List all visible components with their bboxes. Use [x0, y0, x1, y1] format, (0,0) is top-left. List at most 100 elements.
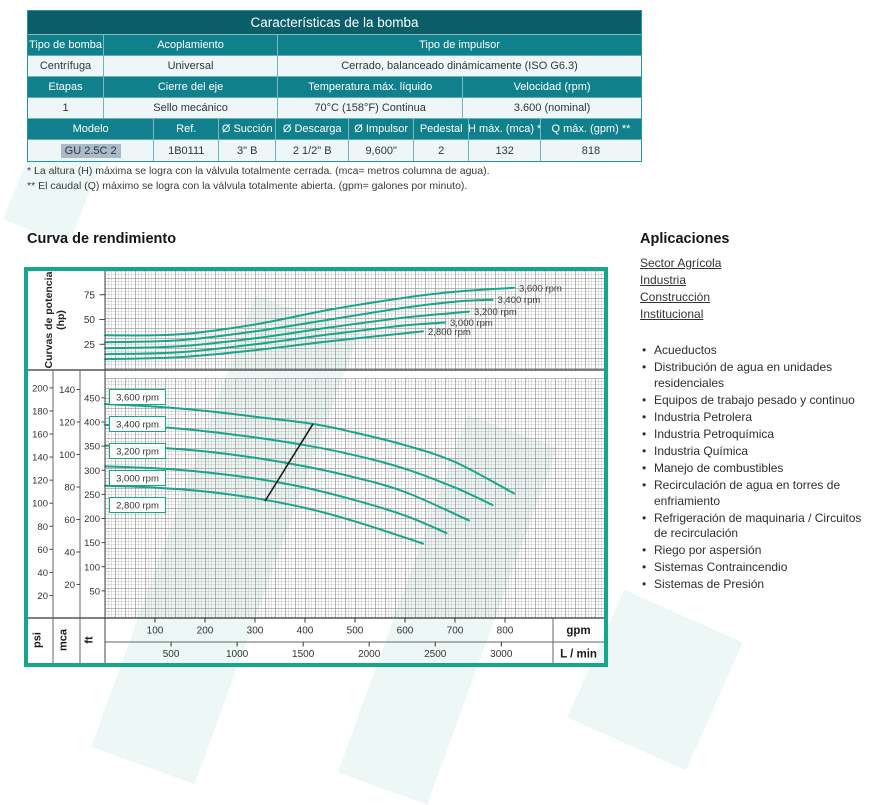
link-institucional[interactable]: Institucional	[640, 307, 704, 321]
value-row-1: Centrífuga Universal Cerrado, balanceado…	[28, 56, 641, 77]
svg-text:200: 200	[32, 383, 48, 394]
svg-text:800: 800	[497, 626, 514, 637]
svg-text:160: 160	[32, 430, 48, 441]
svg-text:3,400 rpm: 3,400 rpm	[498, 295, 541, 306]
performance-curve-title: Curva de rendimiento	[27, 231, 177, 247]
header-cell: Ref.	[154, 119, 220, 140]
svg-text:2500: 2500	[424, 649, 447, 660]
table-title: Características de la bomba	[28, 11, 641, 35]
head-curve-3,000 rpm	[104, 465, 448, 534]
svg-text:500: 500	[347, 626, 364, 637]
svg-text:2,800 rpm: 2,800 rpm	[428, 327, 471, 338]
svg-text:40: 40	[64, 548, 75, 559]
svg-text:400: 400	[84, 418, 100, 429]
value-cell: Universal	[104, 56, 279, 77]
svg-text:3,600 rpm: 3,600 rpm	[519, 283, 562, 294]
svg-text:80: 80	[64, 483, 75, 494]
header-cell: Ø Impulsor	[349, 119, 415, 140]
header-row-1: Tipo de bomba Acoplamiento Tipo de impul…	[28, 35, 641, 56]
svg-text:3,000 rpm: 3,000 rpm	[450, 318, 493, 329]
list-item: Distribución de agua en unidades residen…	[640, 360, 874, 392]
list-item: Refrigeración de maquinaria / Circuitos …	[640, 511, 874, 543]
svg-text:450: 450	[84, 393, 100, 404]
link-industria[interactable]: Industria	[640, 273, 687, 287]
model-value: GU 2.5C 2	[60, 143, 121, 158]
value-cell: 2	[414, 140, 470, 161]
header-cell: Ø Descarga	[276, 119, 350, 140]
applications-section: Sector Agrícola Industria Construcción I…	[640, 256, 874, 594]
rpm-label-box	[109, 443, 166, 459]
head-curve-3,600 rpm	[104, 403, 515, 495]
header-cell: Temperatura máx. líquido	[278, 77, 464, 98]
svg-text:3,400 rpm: 3,400 rpm	[116, 420, 159, 431]
header-cell: H máx. (mca) *	[469, 119, 542, 140]
value-cell: 132	[469, 140, 542, 161]
list-item: Riego por aspersión	[640, 543, 874, 559]
model-cell[interactable]: GU 2.5C 2	[28, 140, 155, 161]
unit-label-ft: ft	[84, 636, 96, 644]
head-grid	[105, 378, 604, 618]
svg-text:40: 40	[37, 568, 48, 579]
value-cell: 1B0111	[154, 140, 220, 161]
svg-text:20: 20	[37, 591, 48, 602]
applications-links: Sector Agrícola Industria Construcción I…	[640, 256, 874, 321]
rpm-label-box	[109, 497, 166, 513]
list-item: Equipos de trabajo pesado y continuo	[640, 393, 874, 409]
list-item: Manejo de combustibles	[640, 461, 874, 477]
value-cell: 9,600"	[349, 140, 415, 161]
applications-title: Aplicaciones	[640, 231, 730, 247]
performance-chart: 3,600 rpm 3,400 rpm 3,200 rpm 3,000 rpm 2,80…	[24, 267, 608, 667]
value-cell: Sello mecánico	[104, 98, 279, 119]
svg-text:200: 200	[197, 626, 214, 637]
power-grid	[105, 271, 604, 370]
svg-text:1000: 1000	[226, 649, 249, 660]
svg-text:75: 75	[84, 290, 96, 301]
svg-text:20: 20	[64, 580, 75, 591]
svg-text:1500: 1500	[292, 649, 315, 660]
svg-text:300: 300	[247, 626, 264, 637]
power-curve-3,400 rpm	[104, 298, 494, 344]
header-cell: Q máx. (gpm) **	[541, 119, 641, 140]
value-cell: Cerrado, balanceado dinámicamente (ISO G…	[278, 56, 641, 77]
value-cell: 2 1/2" B	[276, 140, 350, 161]
svg-text:gpm: gpm	[566, 625, 590, 637]
value-cell: 3" B	[219, 140, 277, 161]
rpm-label-box	[109, 389, 166, 405]
value-cell: 1	[28, 98, 104, 119]
footnote-h-max: * La altura (H) máxima se logra con la v…	[27, 165, 490, 177]
header-cell: Ø Succión	[219, 119, 277, 140]
svg-text:L / min: L / min	[560, 649, 597, 661]
svg-text:180: 180	[32, 406, 48, 417]
list-item: Industria Química	[640, 444, 874, 460]
svg-text:3,600 rpm: 3,600 rpm	[116, 393, 159, 404]
footnote-q-max: ** El caudal (Q) máximo se logra con la …	[27, 179, 468, 192]
svg-text:300: 300	[84, 466, 100, 477]
value-cell: Centrífuga	[28, 56, 104, 77]
header-cell: Modelo	[28, 119, 155, 140]
head-curve-2,800 rpm	[104, 484, 424, 545]
svg-text:500: 500	[163, 649, 180, 660]
svg-text:100: 100	[59, 450, 75, 461]
unit-label-psi: psi	[32, 632, 44, 648]
list-item: Industria Petrolera	[640, 410, 874, 426]
svg-text:400: 400	[297, 626, 314, 637]
unit-label-mca: mca	[58, 628, 70, 651]
svg-text:350: 350	[84, 442, 100, 453]
svg-text:3,200 rpm: 3,200 rpm	[474, 307, 517, 318]
svg-text:100: 100	[84, 562, 100, 573]
link-sector-agricola[interactable]: Sector Agrícola	[640, 256, 722, 270]
value-row-model: GU 2.5C 2 1B0111 3" B 2 1/2" B 9,600" 2 …	[28, 140, 641, 161]
applications-bullet-list: Acueductos Distribución de agua en unida…	[640, 343, 874, 593]
header-row-2: Etapas Cierre del eje Temperatura máx. l…	[28, 77, 641, 98]
svg-text:50: 50	[89, 586, 100, 597]
header-cell: Acoplamiento	[104, 35, 279, 56]
svg-text:3000: 3000	[490, 649, 513, 660]
svg-text:60: 60	[37, 545, 48, 556]
link-construccion[interactable]: Construcción	[640, 290, 711, 304]
value-cell: 3.600 (nominal)	[463, 98, 641, 119]
header-cell: Velocidad (rpm)	[463, 77, 641, 98]
svg-text:25: 25	[84, 340, 96, 351]
rpm-label-box	[109, 416, 166, 432]
pump-characteristics-table: Características de la bomba Tipo de bomb…	[27, 10, 642, 162]
svg-text:3,000 rpm: 3,000 rpm	[116, 474, 159, 485]
